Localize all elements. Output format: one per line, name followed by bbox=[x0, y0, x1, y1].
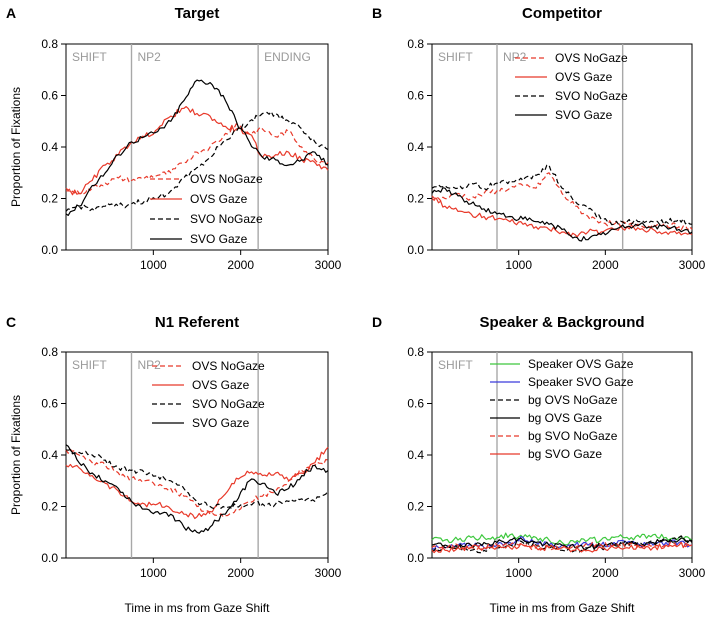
panel-d-series-speaker-ovs-gaze bbox=[431, 532, 693, 546]
panel-d-series-bg-svo-nogaze bbox=[431, 541, 693, 551]
panel-b-region-label: NP2 bbox=[503, 50, 527, 64]
panel-d-series-bg-svo-gaze bbox=[431, 541, 693, 554]
panel-b-ytick-label: 0.2 bbox=[407, 192, 424, 206]
panel-c-ytick-label: 0.4 bbox=[41, 448, 58, 462]
panel-c-xtick-label: 1000 bbox=[140, 566, 167, 580]
panel-c-legend-label: SVO Gaze bbox=[192, 416, 250, 430]
panel-d-ytick-label: 0.4 bbox=[407, 448, 424, 462]
panel-a-series-ovs-gaze bbox=[65, 106, 329, 196]
panel-c-legend-label: OVS NoGaze bbox=[192, 359, 265, 373]
panel-d-xtick-label: 1000 bbox=[505, 566, 532, 580]
panel-b-series-svo-gaze bbox=[431, 187, 693, 242]
panel-a-ytick-label: 0.6 bbox=[41, 89, 58, 103]
panel-c-ytick-label: 0.8 bbox=[41, 345, 58, 359]
panel-d-legend-label: bg OVS Gaze bbox=[528, 411, 602, 425]
panel-c-legend-label: OVS Gaze bbox=[192, 378, 250, 392]
panel-b-ytick-label: 0.6 bbox=[407, 89, 424, 103]
panel-b-title: Competitor bbox=[522, 5, 602, 22]
panel-a-legend-label: OVS Gaze bbox=[190, 192, 248, 206]
panel-c-xtick-label: 2000 bbox=[227, 566, 254, 580]
panel-d-title: Speaker & Background bbox=[479, 314, 644, 331]
panel-a-xtick-label: 1000 bbox=[140, 258, 167, 272]
panel-d-ytick-label: 0.6 bbox=[407, 397, 424, 411]
panel-c-xtick-label: 3000 bbox=[315, 566, 342, 580]
panel-c-title: N1 Referent bbox=[155, 314, 239, 331]
panel-c-ytick-label: 0.0 bbox=[41, 551, 58, 565]
panel-a-series-svo-gaze bbox=[65, 79, 329, 216]
panel-d-ytick-label: 0.8 bbox=[407, 345, 424, 359]
panel-a-ytick-label: 0.2 bbox=[41, 192, 58, 206]
panel-a-region-label: NP2 bbox=[138, 50, 162, 64]
panel-c-series-svo-gaze bbox=[65, 444, 329, 534]
panel-d-xtick-label: 3000 bbox=[679, 566, 706, 580]
panel-d-legend-label: bg OVS NoGaze bbox=[528, 393, 618, 407]
panel-a-region-label: ENDING bbox=[264, 50, 311, 64]
panel-c-ytick-label: 0.6 bbox=[41, 397, 58, 411]
panel-c-xlabel: Time in ms from Gaze Shift bbox=[125, 601, 271, 615]
panel-a-title: Target bbox=[175, 5, 220, 22]
panel-c-legend-label: SVO NoGaze bbox=[192, 397, 265, 411]
panel-a-series-ovs-nogaze bbox=[65, 123, 329, 195]
panel-d-legend-label: bg SVO NoGaze bbox=[528, 429, 618, 443]
panel-a-legend-label: OVS NoGaze bbox=[190, 172, 263, 186]
panel-c-letter: C bbox=[6, 314, 16, 330]
panel-b-ytick-label: 0.0 bbox=[407, 243, 424, 257]
panel-a-xtick-label: 2000 bbox=[227, 258, 254, 272]
panel-d-legend-label: Speaker SVO Gaze bbox=[528, 375, 634, 389]
panel-b-series-svo-nogaze bbox=[431, 164, 693, 226]
panel-b-ytick-label: 0.4 bbox=[407, 140, 424, 154]
panel-d-series-bg-ovs-nogaze bbox=[431, 535, 693, 554]
panel-b-xtick-label: 2000 bbox=[592, 258, 619, 272]
panel-d-xtick-label: 2000 bbox=[592, 566, 619, 580]
panel-d-legend-label: Speaker OVS Gaze bbox=[528, 357, 634, 371]
panel-c-ylabel: Proportion of Fixations bbox=[9, 395, 23, 515]
panel-b-region-label: SHIFT bbox=[438, 50, 473, 64]
panel-b-series-ovs-gaze bbox=[431, 195, 693, 238]
panel-a-ylabel: Proportion of Fixations bbox=[9, 87, 23, 207]
panel-d-xlabel: Time in ms from Gaze Shift bbox=[490, 601, 636, 615]
panel-a-region-label: SHIFT bbox=[72, 50, 107, 64]
panel-b-legend-label: SVO NoGaze bbox=[555, 89, 628, 103]
panel-b-legend-label: OVS NoGaze bbox=[555, 51, 628, 65]
panel-a-ytick-label: 0.0 bbox=[41, 243, 58, 257]
panel-a-ytick-label: 0.4 bbox=[41, 140, 58, 154]
panel-a-legend-label: SVO NoGaze bbox=[190, 212, 263, 226]
panel-b-xtick-label: 1000 bbox=[505, 258, 532, 272]
panel-a-xtick-label: 3000 bbox=[315, 258, 342, 272]
panel-b-legend-label: SVO Gaze bbox=[555, 108, 613, 122]
panel-d-ytick-label: 0.2 bbox=[407, 500, 424, 514]
panel-c-ytick-label: 0.2 bbox=[41, 500, 58, 514]
panel-b-xtick-label: 3000 bbox=[679, 258, 706, 272]
panel-d-series-bg-ovs-gaze bbox=[431, 537, 693, 551]
panel-d-region-label: SHIFT bbox=[438, 358, 473, 372]
panel-b-letter: B bbox=[372, 5, 382, 21]
panel-a-legend-label: SVO Gaze bbox=[190, 232, 248, 246]
panel-c-series-svo-nogaze bbox=[65, 449, 329, 510]
panel-a-ytick-label: 0.8 bbox=[41, 37, 58, 51]
panel-d-ytick-label: 0.0 bbox=[407, 551, 424, 565]
panel-a-letter: A bbox=[6, 5, 16, 21]
panel-d-legend-label: bg SVO Gaze bbox=[528, 447, 602, 461]
panel-d-letter: D bbox=[372, 314, 382, 330]
panel-a-series-svo-nogaze bbox=[65, 111, 329, 212]
panel-b-ytick-label: 0.8 bbox=[407, 37, 424, 51]
panel-c-region-label: SHIFT bbox=[72, 358, 107, 372]
panel-c-region-label: NP2 bbox=[138, 358, 162, 372]
panel-b-legend-label: OVS Gaze bbox=[555, 70, 613, 84]
panel-c-series-ovs-nogaze bbox=[65, 448, 329, 518]
panel-c-series-ovs-gaze bbox=[65, 446, 329, 520]
